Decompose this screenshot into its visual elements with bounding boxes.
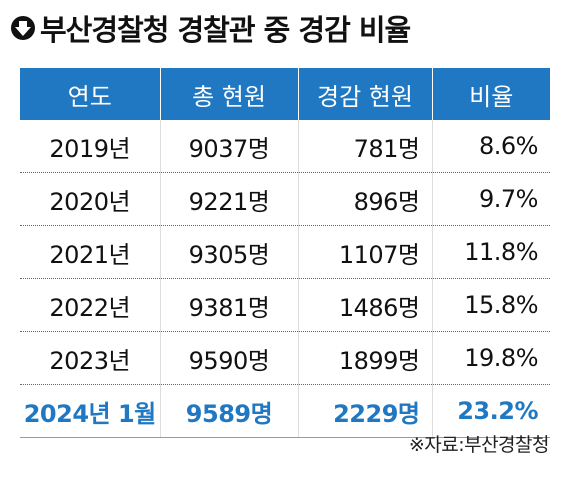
table-cell: 2229명 — [297, 384, 432, 438]
column-header: 경감 현원 — [297, 68, 433, 120]
table-cell: 23.2% — [431, 384, 550, 438]
table-cell: 15.8% — [431, 278, 550, 332]
table-body: 2019년 9037명 781명 8.6% 2020년 9221명 896명 9.7% 2021… — [20, 120, 550, 438]
table-cell: 9381명 — [159, 278, 298, 332]
table-cell: 9.7% — [431, 172, 550, 226]
table-row: 2024년 1월 9589명 2229명 23.2% — [20, 384, 550, 438]
table-cell: 1107명 — [297, 225, 432, 279]
column-header: 비율 — [431, 68, 550, 120]
table-cell: 2022년 — [20, 278, 160, 332]
table-cell: 8.6% — [431, 120, 550, 173]
title: 부산경찰청 경찰관 중 경감 비율 — [40, 13, 411, 47]
column-header: 연도 — [20, 68, 161, 120]
table-cell: 1486명 — [297, 278, 432, 332]
table-row: 2019년 9037명 781명 8.6% — [20, 120, 550, 173]
table-cell: 9037명 — [159, 120, 298, 173]
table-cell: 2021년 — [20, 225, 160, 279]
data-table: 연도 총 현원 경감 현원 비율 2019년 9037명 781명 8.6% 2020년 922… — [20, 68, 550, 438]
table-row: 2023년 9590명 1899명 19.8% — [20, 331, 550, 385]
table-cell: 9589명 — [159, 384, 298, 438]
down-arrow-icon — [11, 16, 35, 40]
table-cell: 1899명 — [297, 331, 432, 385]
table-cell: 2019년 — [20, 120, 160, 173]
table-cell: 9305명 — [159, 225, 298, 279]
table-cell: 781명 — [297, 120, 432, 173]
table-cell: 11.8% — [431, 225, 550, 279]
table-row: 2020년 9221명 896명 9.7% — [20, 172, 550, 226]
column-header: 총 현원 — [159, 68, 299, 120]
header-row: 연도 총 현원 경감 현원 비율 — [20, 68, 550, 120]
table-row: 2021년 9305명 1107명 11.8% — [20, 225, 550, 279]
table-row: 2022년 9381명 1486명 15.8% — [20, 278, 550, 332]
table-cell: 9221명 — [159, 172, 298, 226]
source: ※자료:부산경찰청 — [408, 434, 550, 456]
table-cell: 896명 — [297, 172, 432, 226]
table-cell: 2024년 1월 — [20, 384, 160, 438]
table-cell: 9590명 — [159, 331, 298, 385]
table-cell: 19.8% — [431, 331, 550, 385]
table-cell: 2020년 — [20, 172, 160, 226]
table-cell: 2023년 — [20, 331, 160, 385]
title-bar: 부산경찰청 경찰관 중 경감 비율 — [10, 6, 411, 50]
